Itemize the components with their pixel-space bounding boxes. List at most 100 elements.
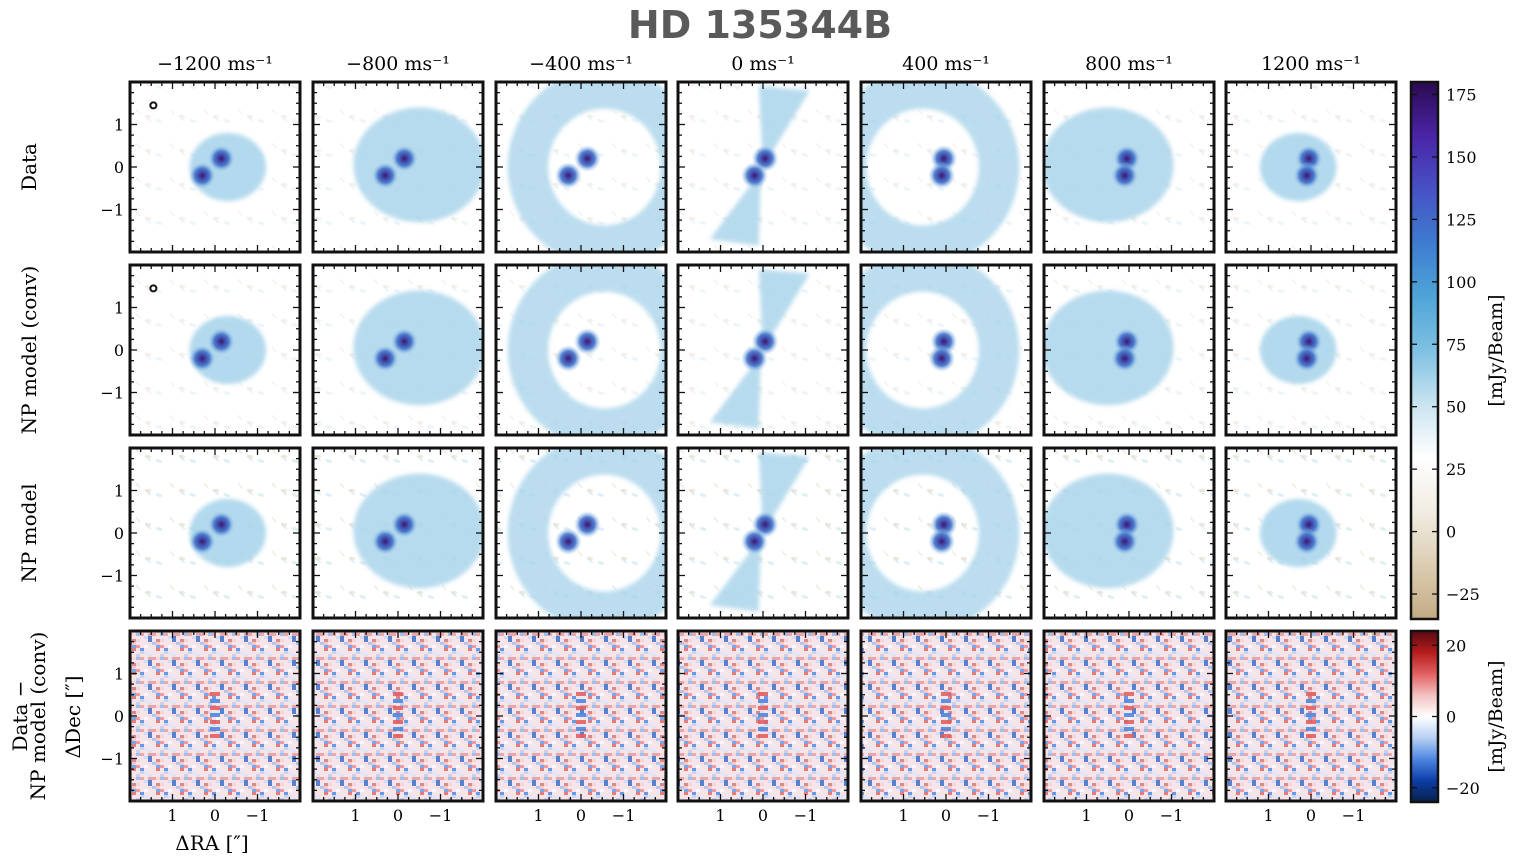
disk-lobe-south: [709, 537, 761, 612]
colorbar-residual: 20 0 −20 [mJy/Beam]: [1409, 629, 1507, 804]
disk-crescent: [1044, 290, 1174, 406]
panel-np-model-conv--2: [494, 263, 668, 437]
row-label: Data −: [8, 680, 32, 751]
residual-peak: [1124, 713, 1134, 717]
panel-data-0: [128, 80, 302, 254]
disk-emission: [353, 290, 483, 406]
colorbar-tick-label: 175: [1446, 85, 1477, 104]
residual-peak: [210, 706, 220, 710]
emission-peak: [188, 527, 216, 556]
x-tick-label: −1: [1342, 806, 1366, 825]
y-tick-label: −1: [100, 384, 124, 403]
panel-data-np-model-conv--5: [1042, 629, 1216, 803]
panel-data-np-model-conv--1: [311, 629, 485, 803]
residual-peak: [210, 720, 220, 724]
panel-image: [496, 265, 666, 435]
colorbar-tick-label: 50: [1446, 398, 1466, 417]
residual-peak: [576, 699, 586, 703]
residual-peak: [758, 727, 768, 731]
panel-data-5: [1042, 80, 1216, 254]
disk-crescent: [1044, 107, 1174, 223]
residual-peak: [941, 706, 951, 710]
emission-peak: [928, 344, 956, 373]
y-tick-label: 0: [114, 341, 124, 360]
panel-image: [313, 265, 483, 435]
panel-image: [861, 82, 1031, 252]
disk-emission: [1044, 290, 1174, 406]
panel-image: [313, 448, 483, 618]
x-axis-label: ΔRA [″]: [175, 831, 248, 855]
disk-ring: [861, 448, 1020, 618]
panel-np-model-0: [128, 446, 302, 620]
residual-peak: [576, 720, 586, 724]
colorbar-tick-label: −25: [1446, 585, 1480, 604]
residual-peak: [393, 706, 403, 710]
disk-crescent: [353, 473, 483, 589]
emission-peak: [573, 144, 601, 173]
residual-peak: [758, 734, 768, 738]
x-tick-label: 0: [210, 806, 220, 825]
disk-emission: [507, 448, 666, 618]
emission-peak: [1111, 344, 1139, 373]
emission-peak: [1293, 161, 1321, 190]
y-tick-label: −1: [100, 201, 124, 220]
emission-peak: [390, 510, 418, 539]
panel-image: [1044, 82, 1214, 252]
panel-image: [313, 82, 483, 252]
x-tick-label: 0: [1124, 806, 1134, 825]
residual-peak: [1306, 734, 1316, 738]
panel-image: [130, 82, 300, 252]
emission-peak: [740, 344, 769, 373]
residual-peak: [210, 713, 220, 717]
panel-image: [861, 631, 1031, 801]
x-tick-label: −1: [977, 806, 1001, 825]
panel-image: [1044, 265, 1214, 435]
residual-peak: [393, 720, 403, 724]
disk-emission: [1044, 473, 1174, 589]
residual-peak: [1306, 727, 1316, 731]
residual-peak: [941, 734, 951, 738]
panel-image: [496, 82, 666, 252]
panel-np-model-6: [1224, 446, 1398, 620]
x-tick-label: 1: [898, 806, 908, 825]
disk-ring: [861, 82, 1020, 252]
panel-image: [1226, 82, 1396, 252]
panel-image: [496, 448, 666, 618]
panel-data-6: [1224, 80, 1398, 254]
colorbar-tick-label: 20: [1446, 636, 1466, 655]
panel-image: [1226, 448, 1396, 618]
x-tick-label: −1: [1160, 806, 1184, 825]
emission-peak: [390, 144, 418, 173]
x-tick-label: −1: [794, 806, 818, 825]
emission-peak: [928, 161, 956, 190]
colorbar-gradient: [1409, 80, 1440, 621]
disk-emission: [861, 265, 1020, 435]
colorbar-tick-label: −20: [1446, 779, 1480, 798]
panel-image: [678, 631, 848, 801]
beam-marker: [149, 101, 158, 110]
panel-image: [861, 265, 1031, 435]
residual-peak: [1124, 692, 1134, 696]
emission-peak: [188, 344, 216, 373]
residual-peak: [758, 699, 768, 703]
residual-peak: [941, 692, 951, 696]
panel-data-1: [311, 80, 485, 254]
row-label: NP model (conv): [26, 632, 50, 801]
residual-peak: [210, 692, 220, 696]
emission-peak: [207, 510, 235, 539]
residual-peak: [1124, 706, 1134, 710]
y-tick-label: 1: [114, 482, 124, 501]
residual-peak: [576, 713, 586, 717]
channel-panels: 1 0 −1 1 0 −1 1 0 −1 1 0 −1 1 0 −1 1 0 −1 1 0 −1 1 0 −1 1 0 −1 1 0 −1…: [100, 80, 1398, 825]
emission-peak: [371, 344, 399, 373]
panel-image: [130, 631, 300, 801]
x-tick-label: 1: [715, 806, 725, 825]
velocity-title: −800 ms⁻¹: [346, 53, 450, 75]
x-tick-label: 1: [350, 806, 360, 825]
velocity-column-titles: −1200 ms⁻¹ −800 ms⁻¹ −400 ms⁻¹ 0 ms⁻¹ 400 ms…: [157, 53, 1361, 75]
beam-marker: [149, 284, 158, 293]
panel-np-model-conv--1: [311, 263, 485, 437]
disk-emission: [353, 107, 483, 223]
colorbar-tick-label: 125: [1446, 210, 1477, 229]
panel-image: [1044, 448, 1214, 618]
